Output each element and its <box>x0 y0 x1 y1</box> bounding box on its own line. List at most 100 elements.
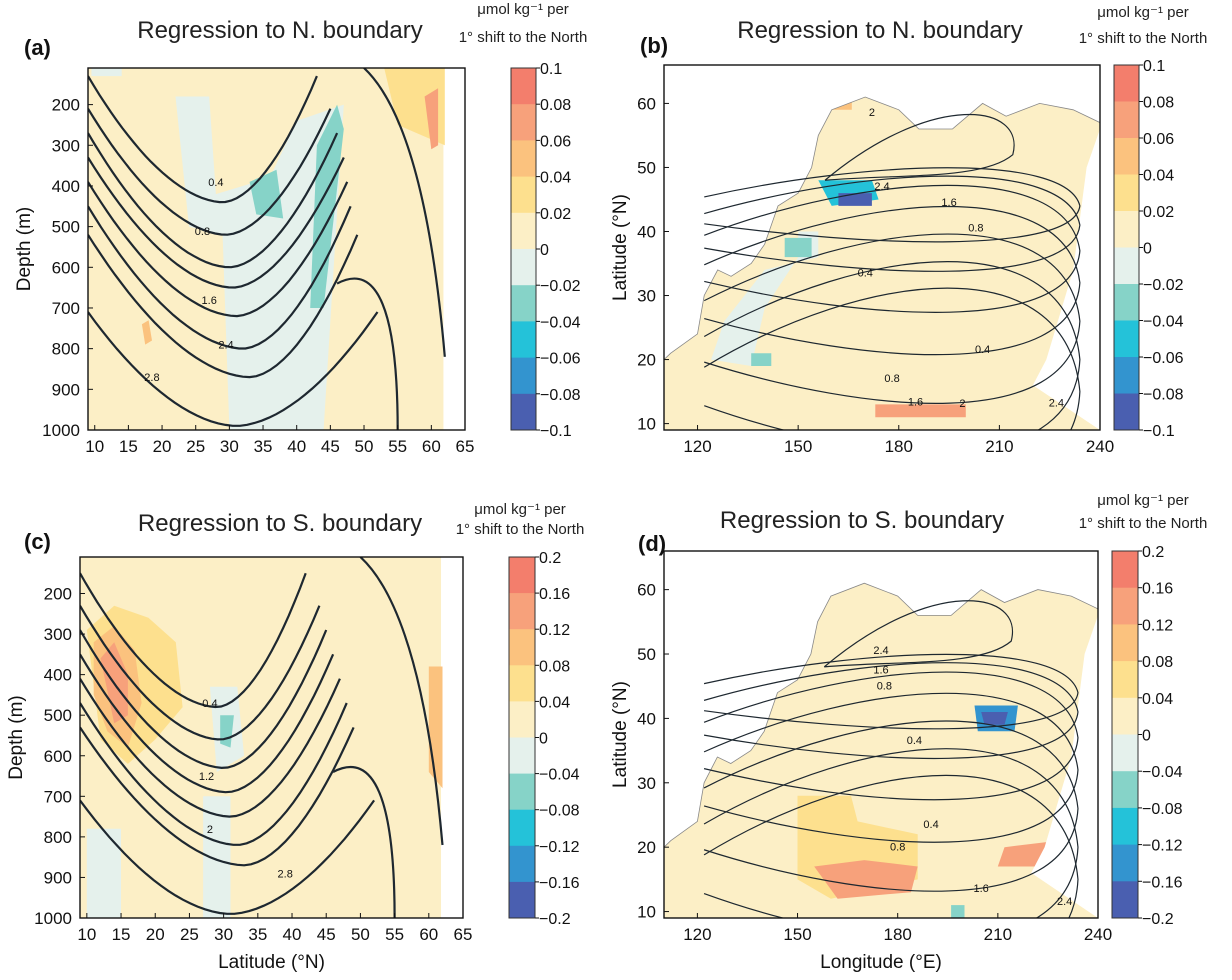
x-tick-label: 65 <box>456 437 475 456</box>
contour-line <box>703 720 1079 892</box>
y-tick-label: 20 <box>637 351 656 370</box>
contour-line <box>80 653 335 794</box>
x-tick-label: 120 <box>683 925 711 944</box>
land-east <box>1032 122 1100 430</box>
y-tick-label: 600 <box>52 258 80 277</box>
colorbar-tick-label: −0.08 <box>540 387 581 404</box>
units-line-2: 1° shift to the North <box>456 521 585 538</box>
colorbar-segment <box>1112 734 1138 772</box>
contour-label: 0.8 <box>890 841 905 853</box>
anomaly-positive <box>428 666 443 789</box>
contour-label: 1.6 <box>202 295 217 307</box>
colorbar-segment <box>509 737 535 775</box>
anomaly-negative <box>203 796 231 918</box>
colorbar-segment <box>1114 393 1139 431</box>
contour-line <box>823 600 1014 668</box>
contour-line <box>703 748 1079 918</box>
no-data-region <box>441 557 463 918</box>
colorbar-tick-label: 0.02 <box>540 206 571 223</box>
colorbar-segment <box>509 701 535 738</box>
colorbar-tick-label: 0.08 <box>1142 654 1173 671</box>
colorbar-segment <box>1114 65 1139 102</box>
units-line-1: μmol kg⁻¹ per <box>1097 4 1189 21</box>
y-tick-label: 1000 <box>42 421 80 440</box>
x-tick-label: 150 <box>784 437 812 456</box>
units-line-2: 1° shift to the North <box>459 29 588 46</box>
colorbar-tick-label: −0.1 <box>540 423 572 440</box>
colorbar-tick-label: 0.08 <box>1143 95 1174 112</box>
x-tick-label: 35 <box>248 925 267 944</box>
y-tick-label: 400 <box>52 177 80 196</box>
colorbar-segment <box>511 393 536 431</box>
y-tick-label: 900 <box>44 868 72 887</box>
colorbar-segment <box>511 68 536 105</box>
colorbar-segment <box>509 881 535 919</box>
colorbar-tick-label: −0.06 <box>1143 350 1184 367</box>
contour-label: 2.4 <box>874 181 889 193</box>
plot-area: 2.4 1.6 0.8 0.4 0.4 0.8 1.6 2.4 <box>664 551 1098 918</box>
panel-title: Regression to S. boundary <box>720 507 1004 534</box>
contour-label: 0.4 <box>907 735 922 747</box>
contour-line <box>80 629 328 770</box>
colorbar-tick-label: −0.12 <box>539 839 580 856</box>
x-tick-label: 40 <box>283 925 302 944</box>
colorbar-tick-label: 0.2 <box>539 550 561 567</box>
contour-label: 1.6 <box>974 883 989 895</box>
anomaly-negative <box>838 193 872 206</box>
x-tick-label: 20 <box>146 925 165 944</box>
contour-line <box>704 184 1081 313</box>
colorbar-tick-label: −0.16 <box>539 875 580 892</box>
plot-frame <box>663 550 1099 919</box>
x-tick-label: 65 <box>454 925 473 944</box>
contour-line <box>824 113 1015 181</box>
contour-line <box>704 206 1081 356</box>
colorbar-segment <box>509 773 535 811</box>
colorbar-segment <box>1112 771 1138 809</box>
contour-line <box>703 671 1079 801</box>
y-tick-label: 200 <box>44 585 72 604</box>
x-tick-label: 240 <box>1086 437 1114 456</box>
colorbar-segment <box>1112 624 1138 662</box>
contour-line <box>703 261 1081 430</box>
colorbar-segment <box>1112 587 1138 625</box>
colorbar-tick-label: −0.08 <box>1142 801 1183 818</box>
colorbar-tick-label: 0.06 <box>540 133 571 150</box>
colorbar-tick-label: 0.12 <box>1142 617 1173 634</box>
units-line-1: μmol kg⁻¹ per <box>474 501 566 518</box>
colorbar-tick-label: 0 <box>540 242 549 259</box>
x-tick-label: 150 <box>783 925 811 944</box>
colorbar-segment <box>511 285 536 322</box>
land-mass <box>664 65 1100 360</box>
contour-line <box>703 662 1079 760</box>
contour-line <box>88 311 379 427</box>
plot-frame <box>663 64 1101 431</box>
y-tick-label: 400 <box>44 666 72 685</box>
colorbar-tick-label: −0.02 <box>1143 277 1184 294</box>
x-tick-label: 55 <box>385 925 404 944</box>
colorbar-tick-label: −0.04 <box>1142 764 1183 781</box>
y-tick-label: 50 <box>637 158 656 177</box>
contour-label: 0.8 <box>195 226 210 238</box>
x-tick-label: 60 <box>422 437 441 456</box>
contour-label: 0.8 <box>884 373 899 385</box>
panel-label: (a) <box>24 35 51 60</box>
contour-line <box>704 167 1081 243</box>
contour-line <box>363 68 446 357</box>
colorbar-segment <box>1114 138 1139 175</box>
x-tick-label: 120 <box>683 437 711 456</box>
colorbar-tick-label: 0.08 <box>540 97 571 114</box>
anomaly-negative <box>86 828 121 918</box>
contour-label: 2 <box>207 824 213 836</box>
colorbar-segment <box>509 665 535 702</box>
contour-line <box>88 234 359 379</box>
colorbar-tick-label: −0.04 <box>539 767 580 784</box>
colorbar-tick-label: −0.04 <box>540 314 581 331</box>
y-tick-label: 50 <box>637 645 656 664</box>
colorbar-tick-label: −0.1 <box>1143 423 1175 440</box>
colorbar-tick-label: 0.2 <box>1142 544 1164 561</box>
x-tick-label: 15 <box>119 437 138 456</box>
colorbar-tick-label: −0.2 <box>539 911 571 928</box>
x-tick-label: 180 <box>885 437 913 456</box>
contour-label: 0.4 <box>923 819 938 831</box>
